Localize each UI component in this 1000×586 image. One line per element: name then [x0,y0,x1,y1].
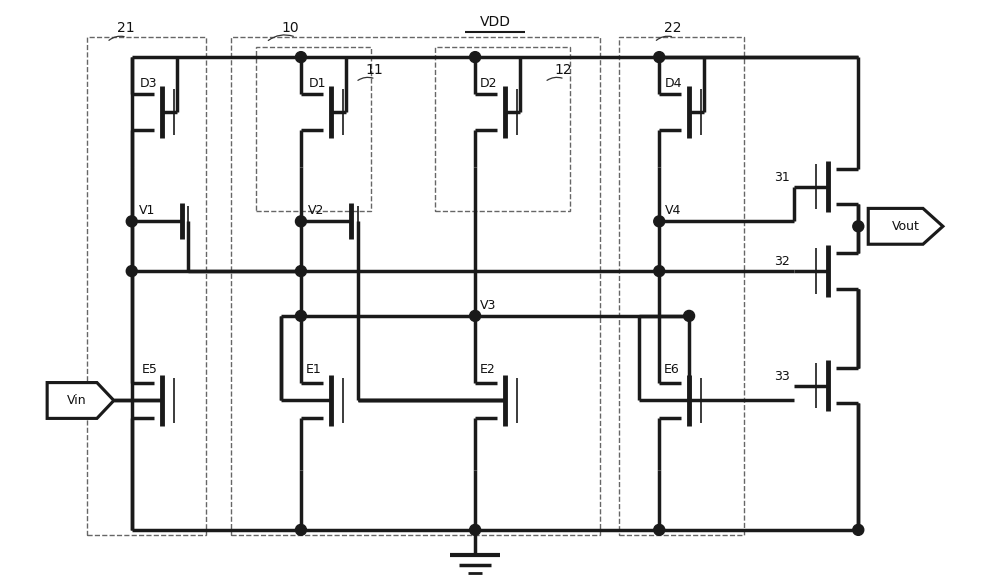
Text: V2: V2 [308,205,324,217]
Text: VDD: VDD [480,15,511,29]
Bar [87,38,206,535]
Circle shape [295,52,306,63]
Circle shape [295,216,306,227]
Circle shape [126,265,137,277]
Circle shape [654,52,665,63]
Circle shape [126,216,137,227]
Circle shape [853,221,864,232]
Circle shape [470,524,481,536]
Polygon shape [868,209,943,244]
Circle shape [470,311,481,321]
Text: 22: 22 [664,21,682,35]
Circle shape [654,216,665,227]
Circle shape [470,52,481,63]
Text: E6: E6 [664,363,680,376]
Text: 32: 32 [774,255,789,268]
Text: V1: V1 [139,205,155,217]
Bar [435,47,570,212]
Circle shape [295,265,306,277]
Circle shape [295,524,306,536]
Circle shape [654,265,665,277]
Text: D2: D2 [480,77,498,90]
Text: E1: E1 [306,363,322,376]
Bar [619,38,744,535]
Circle shape [684,311,695,321]
Text: 33: 33 [774,370,789,383]
Text: D4: D4 [665,77,683,90]
Bar [231,38,600,535]
Text: D1: D1 [309,77,326,90]
Text: 12: 12 [555,63,572,77]
Text: D3: D3 [140,77,157,90]
Polygon shape [47,383,114,418]
Text: Vin: Vin [67,394,87,407]
Text: V3: V3 [480,299,496,312]
Circle shape [853,524,864,536]
Text: Vout: Vout [892,220,920,233]
Text: 10: 10 [281,21,299,35]
Bar [256,47,371,212]
Circle shape [295,311,306,321]
Circle shape [654,524,665,536]
Text: 21: 21 [117,21,134,35]
Text: E2: E2 [480,363,496,376]
Text: V4: V4 [665,205,682,217]
Text: 11: 11 [366,63,383,77]
Text: 31: 31 [774,171,789,183]
Text: E5: E5 [142,363,158,376]
